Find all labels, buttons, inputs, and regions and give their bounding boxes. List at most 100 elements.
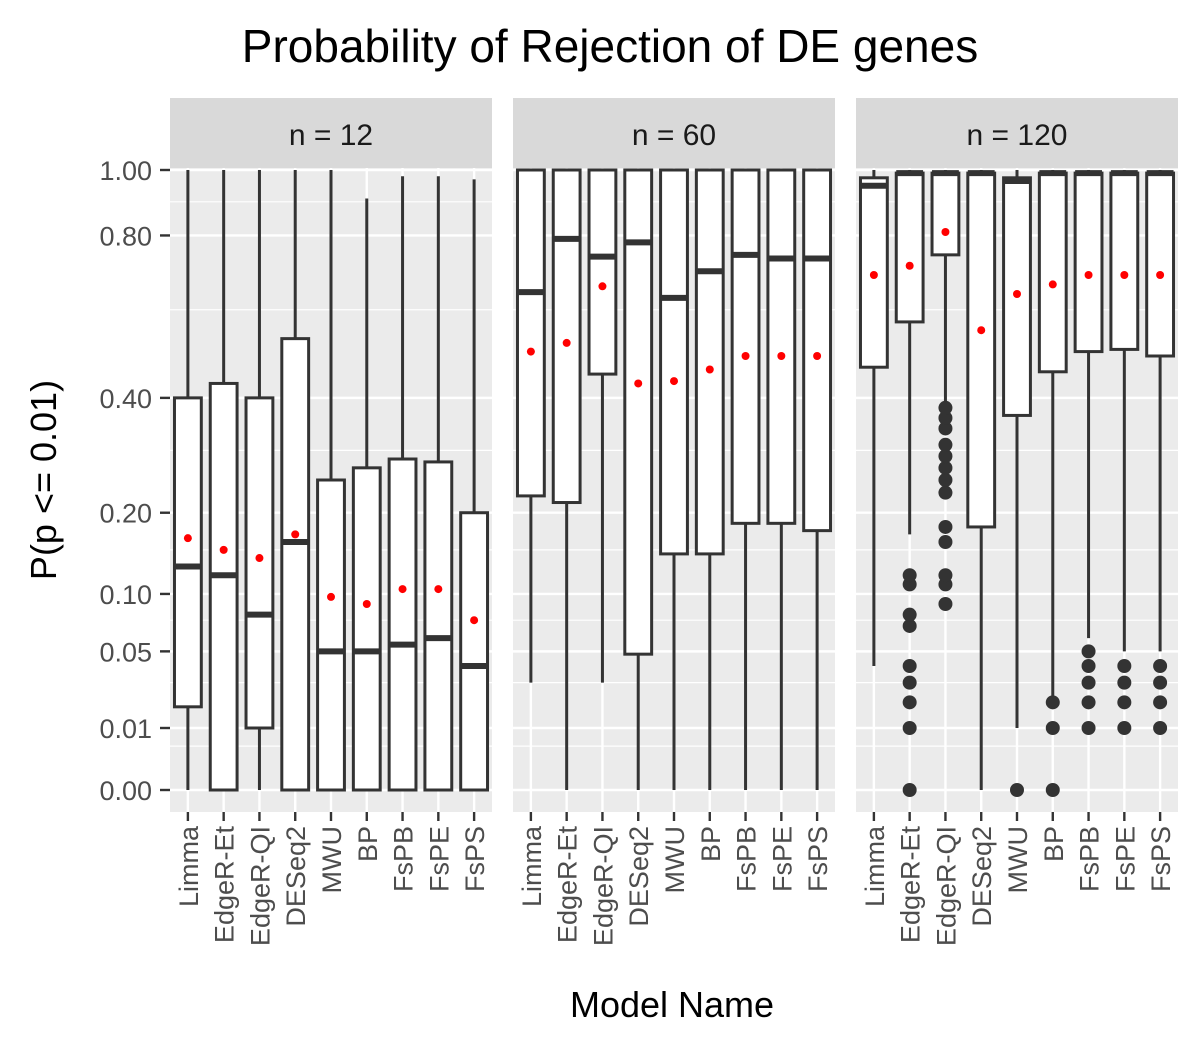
x-tick-label: BP (696, 826, 726, 862)
mean-point (434, 585, 443, 594)
x-tick-label: DESeq2 (281, 826, 311, 927)
mean-point (977, 326, 986, 335)
box-body (351, 466, 382, 792)
box-body (1037, 171, 1068, 374)
x-tick-label: FsPS (803, 826, 833, 892)
x-tick-label: FsPB (1075, 826, 1105, 892)
box-edger-qi (930, 170, 961, 611)
outlier-point (1117, 721, 1132, 735)
y-tick-label: 0.40 (99, 384, 152, 414)
x-tick-label: DESeq2 (624, 826, 654, 927)
outlier-point (902, 568, 917, 583)
outlier-point (938, 568, 953, 583)
x-tick-label: FsPS (460, 826, 490, 892)
y-tick-label: 0.01 (99, 714, 152, 744)
box-fspb (387, 176, 418, 792)
y-axis-title: P(p <= 0.01) (23, 380, 64, 580)
x-tick-label: MWU (660, 826, 690, 893)
box-body (551, 168, 582, 505)
box-body (1145, 171, 1176, 358)
mean-point (255, 554, 264, 563)
outlier-point (902, 607, 917, 622)
box-body (1073, 171, 1104, 354)
box-body (172, 396, 203, 709)
mean-point (1048, 280, 1057, 289)
box-fspe (1109, 170, 1140, 735)
outlier-point (938, 535, 953, 549)
mean-point (470, 616, 479, 625)
outlier-point (938, 485, 953, 500)
outlier-point (902, 695, 917, 710)
box-fspe (423, 176, 454, 792)
x-tick-label: EdgeR-Et (210, 826, 240, 944)
box-edger-qi (244, 170, 275, 790)
y-axis: 0.00 0.01 0.05 0.10 0.20 0.40 0.80 1.00 (99, 156, 170, 806)
mean-point (183, 534, 192, 543)
outlier-point (938, 400, 953, 415)
y-tick-label: 0.10 (99, 580, 152, 610)
box-fsps (1145, 170, 1176, 735)
outlier-point (938, 411, 953, 425)
x-tick-label: FsPB (389, 826, 419, 892)
mean-point (705, 365, 714, 374)
chart-title: Probability of Rejection of DE genes (242, 20, 978, 72)
outlier-point (1081, 695, 1096, 710)
box-limma (515, 168, 546, 683)
box-body (280, 337, 311, 792)
mean-point (1120, 270, 1129, 279)
mean-point (777, 352, 786, 360)
x-tick-label: EdgeR-Et (553, 826, 583, 944)
outlier-point (1117, 695, 1132, 710)
outlier-point (1045, 695, 1060, 710)
box-mwu (1002, 170, 1032, 797)
outlier-point (902, 783, 917, 797)
x-tick-label: EdgeR-QI (931, 826, 961, 946)
box-limma (172, 170, 203, 790)
outlier-point (1117, 675, 1132, 690)
mean-point (598, 282, 607, 291)
outlier-point (902, 675, 917, 690)
box-edger-qi (587, 168, 618, 683)
outlier-point (938, 437, 953, 452)
box-mwu (316, 170, 346, 792)
y-tick-label: 0.05 (99, 637, 152, 667)
outlier-point (1081, 721, 1096, 735)
box-body (894, 171, 925, 324)
box-deseq2 (280, 170, 311, 792)
mean-point (905, 261, 914, 270)
outlier-point (902, 721, 917, 735)
facet-strip-label: n = 120 (967, 119, 1068, 152)
x-tick-label: DESeq2 (967, 826, 997, 927)
x-tick-label: FsPE (767, 826, 797, 892)
x-axis-title: Model Name (570, 984, 774, 1025)
mean-point (1013, 290, 1021, 298)
y-tick-label: 0.00 (99, 776, 152, 806)
box-body (316, 478, 346, 792)
box-bp (351, 198, 382, 792)
box-deseq2 (966, 170, 997, 790)
box-body (387, 457, 418, 792)
x-tick-label: FsPE (424, 826, 454, 892)
box-limma (858, 170, 889, 666)
box-edger-et (551, 168, 582, 790)
x-tick-label: Limma (860, 825, 890, 907)
outlier-point (902, 659, 917, 673)
y-tick-label: 1.00 (99, 156, 152, 186)
x-tick-label: FsPE (1110, 826, 1140, 892)
mean-point (562, 338, 571, 347)
box-bp (694, 168, 725, 790)
box-body (766, 168, 797, 525)
outlier-point (938, 597, 953, 611)
facet-strip (170, 98, 492, 168)
box-edger-et (208, 170, 239, 792)
x-tick-label: FsPB (732, 826, 762, 892)
box-body (623, 168, 654, 656)
box-body (208, 381, 239, 792)
mean-point (634, 379, 643, 388)
y-tick-label: 0.20 (99, 499, 152, 529)
box-body (515, 168, 546, 498)
facet-strip (856, 98, 1178, 168)
facet-strip-label: n = 60 (632, 119, 716, 152)
mean-point (526, 347, 535, 356)
